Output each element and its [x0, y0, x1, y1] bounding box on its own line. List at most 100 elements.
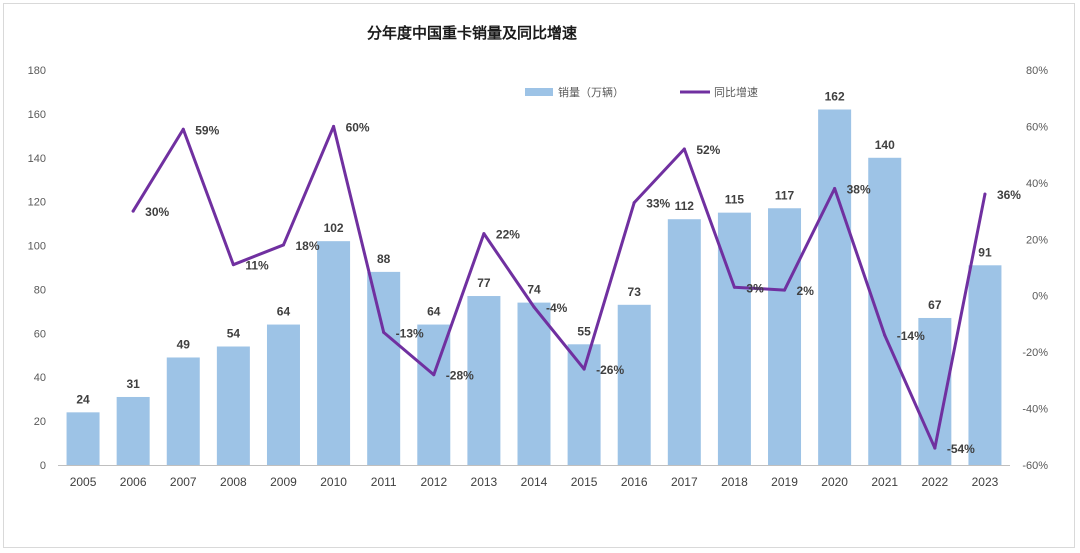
bar — [617, 304, 651, 465]
line-value-label: 60% — [346, 120, 370, 134]
x-tick-label: 2008 — [220, 475, 247, 489]
y-right-tick-label: 0% — [1032, 291, 1048, 303]
line-point — [833, 187, 837, 190]
bar-value-label: 115 — [725, 193, 745, 207]
bar-value-label: 117 — [775, 188, 795, 202]
line-point — [682, 147, 686, 151]
bar-value-label: 67 — [928, 298, 942, 312]
legend-line-label: 同比增速 — [714, 85, 758, 99]
x-tick-label: 2019 — [771, 475, 798, 489]
bar-value-label: 55 — [577, 324, 591, 338]
x-tick-label: 2006 — [120, 475, 147, 489]
bar — [266, 324, 300, 465]
x-tick-label: 2017 — [671, 475, 698, 489]
line-point — [532, 305, 536, 309]
x-tick-label: 2013 — [471, 475, 498, 489]
bar — [66, 412, 100, 465]
line-point — [181, 127, 185, 131]
y-left-tick-label: 0 — [40, 460, 46, 472]
bar — [717, 212, 751, 465]
bar — [216, 346, 250, 465]
bar — [968, 265, 1002, 465]
line-value-label: 52% — [696, 143, 720, 157]
bar-value-label: 77 — [477, 276, 491, 290]
x-tick-label: 2007 — [170, 475, 197, 489]
legend: 销量（万辆） 同比增速 — [525, 85, 758, 99]
x-tick-label: 2018 — [721, 475, 748, 489]
line-value-label: 2% — [797, 284, 815, 298]
line-point — [482, 232, 486, 236]
bar — [868, 157, 902, 465]
bar-value-label: 88 — [377, 252, 391, 266]
bar — [818, 109, 852, 465]
line-point — [883, 333, 887, 337]
x-tick-label: 2012 — [420, 475, 447, 489]
x-tick-label: 2021 — [871, 475, 898, 489]
x-tick-label: 2022 — [921, 475, 948, 489]
line-value-label: -54% — [947, 442, 975, 456]
x-tick-label: 2020 — [821, 475, 848, 489]
x-tick-label: 2010 — [320, 475, 347, 489]
line-point — [382, 330, 386, 334]
y-right-tick-label: 20% — [1026, 234, 1048, 246]
right-axis: -60% -40% -20% 0% 20% 40% 60% 80% — [1022, 65, 1048, 472]
line-value-label: 33% — [646, 197, 670, 211]
legend-bar-label: 销量（万辆） — [558, 85, 624, 99]
line-point — [131, 209, 135, 213]
line-point — [632, 201, 636, 205]
bar-value-label: 162 — [825, 90, 845, 104]
bar-value-label: 102 — [324, 221, 344, 235]
bar — [467, 296, 501, 465]
y-left-tick-label: 20 — [34, 416, 46, 428]
legend-bar-swatch — [525, 88, 553, 96]
line-value-label: -4% — [546, 301, 568, 315]
x-axis: 2005 2006 2007 2008 2009 2010 2011 2012 2013 2014… — [58, 465, 1010, 489]
bar — [667, 219, 701, 465]
line-value-label: 11% — [245, 259, 269, 273]
y-left-tick-label: 180 — [28, 65, 46, 77]
bar — [367, 271, 401, 465]
line-point — [332, 124, 336, 128]
bar-value-label: 54 — [227, 327, 241, 341]
y-left-tick-label: 60 — [34, 328, 46, 340]
bar-value-label: 112 — [675, 199, 695, 213]
y-left-tick-label: 80 — [34, 284, 46, 296]
line-value-label: 22% — [496, 228, 520, 242]
y-left-tick-label: 40 — [34, 372, 46, 384]
line-value-label: -26% — [596, 363, 624, 377]
bar — [768, 208, 802, 465]
x-tick-label: 2015 — [571, 475, 598, 489]
line-value-label: 18% — [295, 239, 319, 253]
left-axis: 0 20 40 60 80 100 120 140 160 180 — [28, 65, 46, 472]
bar-value-label: 24 — [76, 392, 90, 406]
bar-value-label: 64 — [427, 305, 441, 319]
y-left-tick-label: 160 — [28, 109, 46, 121]
bar-value-label: 91 — [978, 245, 992, 259]
line-point — [281, 243, 285, 247]
bar — [517, 302, 551, 465]
x-tick-label: 2005 — [70, 475, 97, 489]
bar-value-label: 31 — [126, 377, 140, 391]
bar-value-label: 64 — [277, 305, 291, 319]
y-right-tick-label: -60% — [1022, 460, 1048, 472]
line-point — [933, 446, 937, 450]
y-left-tick-label: 120 — [28, 197, 46, 209]
line-point — [732, 285, 736, 289]
y-left-tick-label: 100 — [28, 241, 46, 253]
bar — [116, 396, 150, 465]
line-value-label: 59% — [195, 123, 219, 137]
y-right-tick-label: 80% — [1026, 65, 1048, 77]
chart-title: 分年度中国重卡销量及同比增速 — [367, 24, 577, 42]
line-value-label: -28% — [446, 369, 474, 383]
bar — [317, 241, 351, 465]
bar-value-label: 73 — [628, 285, 642, 299]
line-value-label: 30% — [145, 205, 169, 219]
x-tick-label: 2014 — [521, 475, 548, 489]
y-right-tick-label: 40% — [1026, 178, 1048, 190]
y-right-tick-label: 60% — [1026, 121, 1048, 133]
line-value-label: -14% — [897, 329, 925, 343]
y-right-tick-label: -20% — [1022, 347, 1048, 359]
line-point — [582, 367, 586, 371]
x-tick-label: 2023 — [972, 475, 999, 489]
